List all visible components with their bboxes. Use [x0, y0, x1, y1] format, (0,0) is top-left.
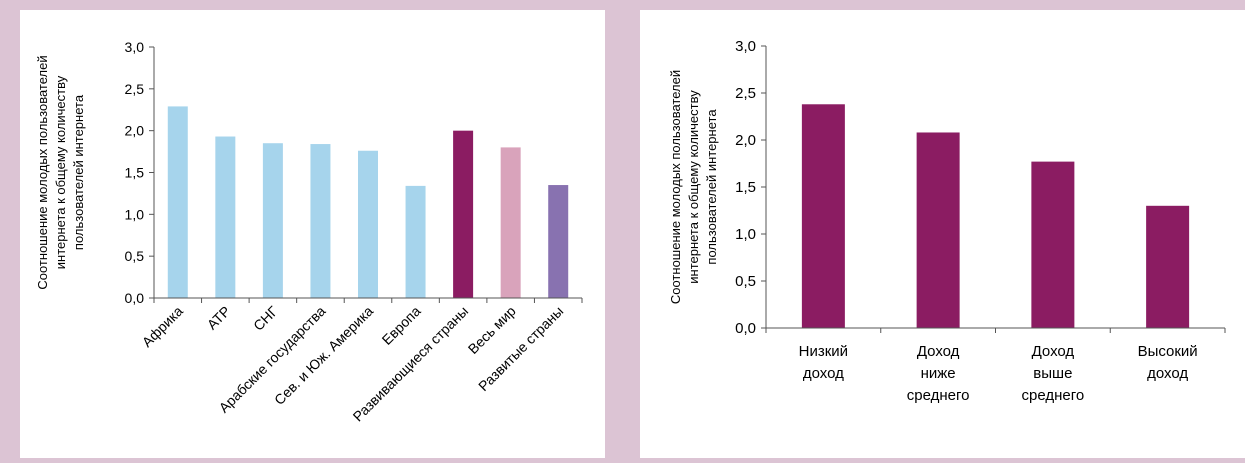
y-tick-label: 2,0	[735, 132, 756, 149]
bar	[167, 106, 188, 298]
y-tick-label: 3,0	[125, 39, 145, 55]
bar	[1031, 161, 1075, 328]
y-tick-label: 1,5	[735, 179, 756, 196]
x-category-label: Доход выше среднего	[1022, 343, 1085, 404]
y-tick-label: 3,0	[735, 38, 756, 55]
x-category-label: Европа	[379, 303, 424, 348]
right-chart-panel: Соотношение молодых пользователей интерне…	[640, 10, 1245, 458]
y-tick-label: 0,0	[735, 320, 756, 337]
left-bar-chart: Соотношение молодых пользователей интерне…	[35, 39, 583, 425]
x-category-label: СНГ	[250, 303, 281, 334]
y-tick-label: 2,0	[125, 123, 145, 139]
x-category-label-line: доход	[803, 365, 844, 382]
bar	[1146, 205, 1190, 328]
y-tick-label: 1,5	[125, 165, 145, 181]
bar	[310, 144, 331, 298]
left-chart-panel: Соотношение молодых пользователей интерне…	[20, 10, 605, 458]
y-axis-label-line: Соотношение молодых пользователей	[35, 55, 50, 289]
right-bar-chart: Соотношение молодых пользователей интерне…	[668, 38, 1226, 404]
bar	[548, 185, 569, 298]
x-category-label-line: Высокий	[1138, 343, 1198, 360]
y-tick-label: 2,5	[125, 81, 145, 97]
bar	[500, 147, 521, 298]
bar	[801, 104, 845, 328]
x-category-label-line: среднего	[907, 387, 970, 404]
y-tick-label: 0,5	[125, 248, 145, 264]
y-tick-label: 1,0	[125, 206, 145, 222]
x-category-label: Высокий доход	[1138, 343, 1198, 382]
bar	[405, 185, 426, 298]
y-axis-label-line: интернета к общему количеству	[53, 75, 68, 269]
bar	[262, 143, 283, 298]
x-category-label: Развитые страны	[475, 303, 566, 394]
y-axis-label-line: интернета к общему количеству	[686, 90, 701, 284]
bar	[453, 130, 474, 298]
x-category-label-line: Доход	[917, 343, 960, 360]
y-tick-label: 2,5	[735, 85, 756, 102]
y-axis-label-line: пользователей интернета	[71, 94, 86, 250]
bar	[358, 150, 378, 298]
x-category-label: Африка	[139, 303, 186, 350]
x-category-label-line: выше	[1033, 365, 1072, 382]
bar	[215, 136, 236, 298]
y-tick-label: 1,0	[735, 226, 756, 243]
y-axis-label-line: пользователей интернета	[704, 109, 719, 265]
y-axis-label-line: Соотношение молодых пользователей	[668, 70, 683, 304]
x-category-label-line: Низкий	[799, 343, 848, 360]
x-category-label: Доход ниже среднего	[907, 343, 970, 404]
x-category-label-line: доход	[1147, 365, 1188, 382]
bar	[916, 132, 960, 328]
x-category-label-line: среднего	[1022, 387, 1085, 404]
x-category-label-line: Доход	[1032, 343, 1075, 360]
y-tick-label: 0,0	[125, 290, 145, 306]
y-tick-label: 0,5	[735, 273, 756, 290]
x-category-label: АТР	[204, 303, 234, 333]
x-category-label-line: ниже	[921, 365, 956, 382]
x-category-label: Низкий доход	[799, 343, 848, 382]
